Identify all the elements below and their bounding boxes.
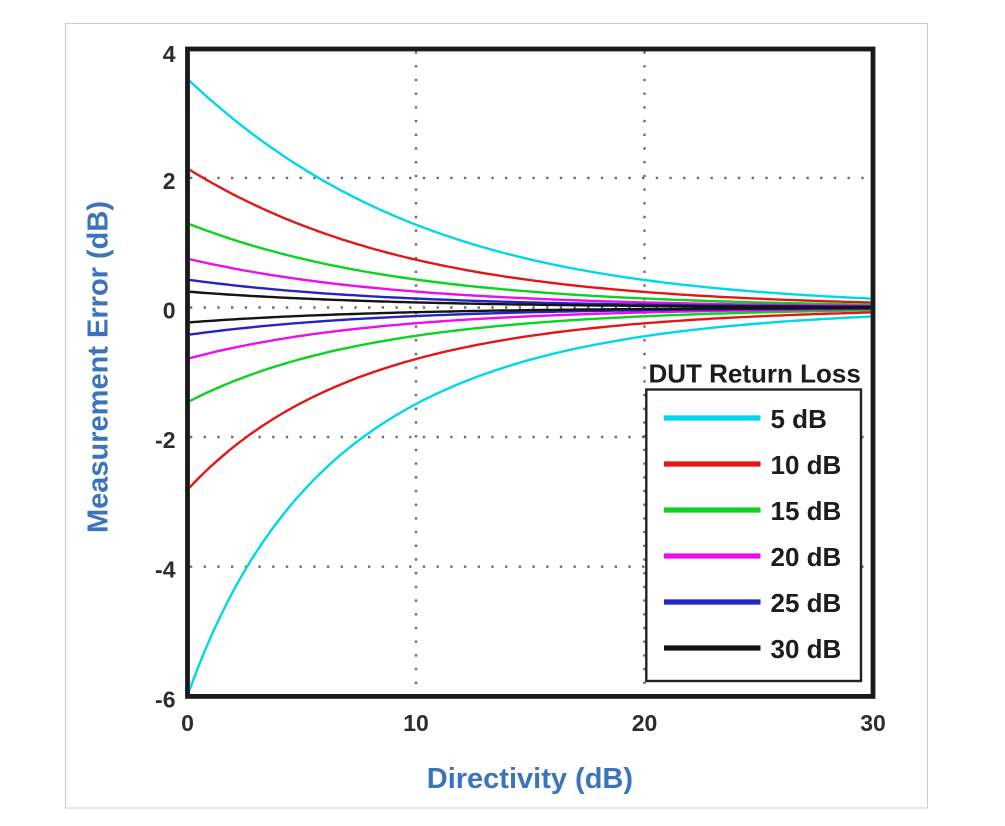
svg-text:-2: -2 [155,427,175,453]
svg-text:10: 10 [403,710,429,736]
svg-text:30 dB: 30 dB [771,634,842,664]
svg-text:10 dB: 10 dB [771,450,842,480]
svg-text:DUT Return Loss: DUT Return Loss [649,358,861,388]
svg-text:20 dB: 20 dB [771,542,842,572]
svg-text:5 dB: 5 dB [771,404,827,434]
svg-text:0: 0 [163,298,176,324]
svg-text:-6: -6 [155,686,175,712]
svg-text:Measurement Error (dB): Measurement Error (dB) [83,201,115,533]
svg-text:25 dB: 25 dB [771,588,842,618]
svg-text:-4: -4 [155,557,176,583]
svg-text:30: 30 [860,710,886,736]
svg-text:15 dB: 15 dB [771,496,842,526]
svg-text:20: 20 [632,710,658,736]
svg-text:2: 2 [163,168,176,194]
svg-text:4: 4 [163,41,176,67]
svg-text:Directivity (dB): Directivity (dB) [427,763,633,795]
svg-text:0: 0 [181,710,194,736]
